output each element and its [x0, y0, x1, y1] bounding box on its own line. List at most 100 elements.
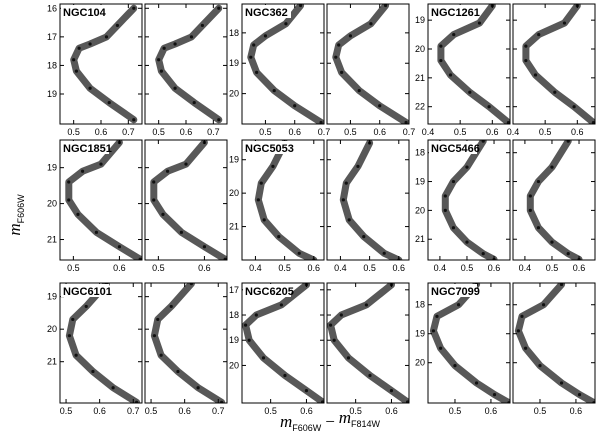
x-tick-label: 0.6 [308, 263, 321, 273]
x-tick-label: 0.5 [449, 406, 462, 416]
star-point [176, 369, 180, 374]
star-point [304, 389, 309, 393]
x-tick-label: 0.5 [278, 263, 291, 273]
star-point [67, 180, 71, 184]
star-point [161, 212, 165, 216]
star-point [334, 55, 338, 59]
star-point [378, 104, 382, 108]
x-tick-label: 0.5 [454, 127, 467, 137]
panel [70, 4, 138, 124]
star-point [468, 90, 472, 94]
star-point [293, 104, 297, 108]
y-tick-label: 20 [229, 188, 239, 198]
x-tick-label: 0.7 [207, 127, 220, 137]
star-point [443, 208, 447, 212]
title-bg [61, 284, 109, 297]
star-point [550, 240, 554, 244]
panel-frame [512, 139, 596, 261]
panel-frame [144, 282, 228, 404]
star-point [152, 198, 156, 202]
star-point [99, 162, 103, 166]
x-tick-label: 0.6 [178, 406, 191, 416]
sequence-band [522, 4, 595, 124]
x-tick-label: 0.5 [145, 406, 158, 416]
panel-title: NGC1261 [431, 7, 480, 19]
x-label-part: − [324, 412, 335, 431]
x-tick-label: 0.5 [259, 127, 272, 137]
x-tick-label: 0.5 [60, 406, 73, 416]
star-point [169, 304, 173, 309]
x-tick-label: 0.5 [363, 263, 376, 273]
star-point [541, 303, 546, 307]
star-point [577, 392, 582, 397]
star-point [456, 303, 461, 307]
star-point [115, 23, 119, 28]
star-point [362, 235, 366, 239]
x-label-part: m [339, 408, 351, 427]
star-point [340, 70, 344, 74]
star-point [138, 257, 142, 260]
sequence-band [254, 140, 318, 260]
x-tick-label: 0.5 [152, 263, 165, 273]
star-point [439, 58, 443, 63]
star-point [559, 283, 564, 287]
panel-frame [59, 282, 143, 404]
star-point [516, 329, 520, 333]
panel [441, 140, 498, 260]
panel-frame [427, 282, 511, 404]
star-point [339, 313, 343, 317]
panel [526, 140, 583, 260]
star-point [255, 70, 259, 74]
x-tick-label: 0.5 [349, 406, 362, 416]
star-point [537, 32, 541, 37]
star-point [247, 338, 251, 342]
x-tick-label: 0.5 [152, 127, 165, 137]
x-label-part: F814W [351, 419, 381, 429]
star-point [202, 245, 207, 249]
sequence-band [70, 4, 138, 124]
star-point [162, 46, 166, 50]
x-tick-label: 0.6 [573, 263, 586, 273]
y-tick-label: 20 [415, 44, 425, 54]
star-point [272, 88, 276, 93]
y-tick-label: 22 [415, 102, 425, 112]
y-tick-label: 18 [415, 148, 425, 158]
panel-title: NGC362 [245, 7, 288, 19]
x-tick-label: 0.6 [95, 127, 108, 137]
star-point [72, 58, 76, 62]
panel [522, 4, 595, 124]
y-tick-label: 18 [229, 310, 239, 320]
x-tick-label: 0.6 [488, 263, 501, 273]
star-point [382, 251, 386, 255]
sequence-band [429, 283, 510, 403]
star-point [572, 105, 576, 109]
star-point [261, 356, 266, 360]
star-point [152, 334, 157, 338]
star-point [344, 181, 348, 185]
x-tick-label: 0.6 [373, 127, 386, 137]
star-point [431, 329, 435, 333]
star-point [152, 180, 156, 184]
star-point [364, 303, 368, 307]
panel [150, 140, 227, 260]
x-tick-label: 0.6 [393, 263, 406, 273]
star-point [492, 392, 497, 397]
star-point [453, 364, 457, 368]
star-point [524, 58, 528, 63]
star-point [337, 43, 341, 47]
x-axis-label: mF606W − mF814W [280, 408, 381, 433]
x-tick-label: 0.6 [570, 406, 583, 416]
star-point [481, 140, 485, 143]
panel-frame [241, 282, 325, 404]
star-point [452, 32, 456, 37]
x-tick-label: 0.6 [300, 406, 313, 416]
y-tick-label: 19 [415, 15, 425, 25]
y-tick-label: 20 [415, 358, 425, 368]
star-point [184, 162, 188, 166]
x-tick-label: 0.5 [461, 263, 474, 273]
star-point [404, 120, 408, 124]
star-point [76, 212, 80, 216]
star-point [443, 194, 447, 198]
star-point [448, 73, 453, 77]
star-point [91, 369, 95, 374]
